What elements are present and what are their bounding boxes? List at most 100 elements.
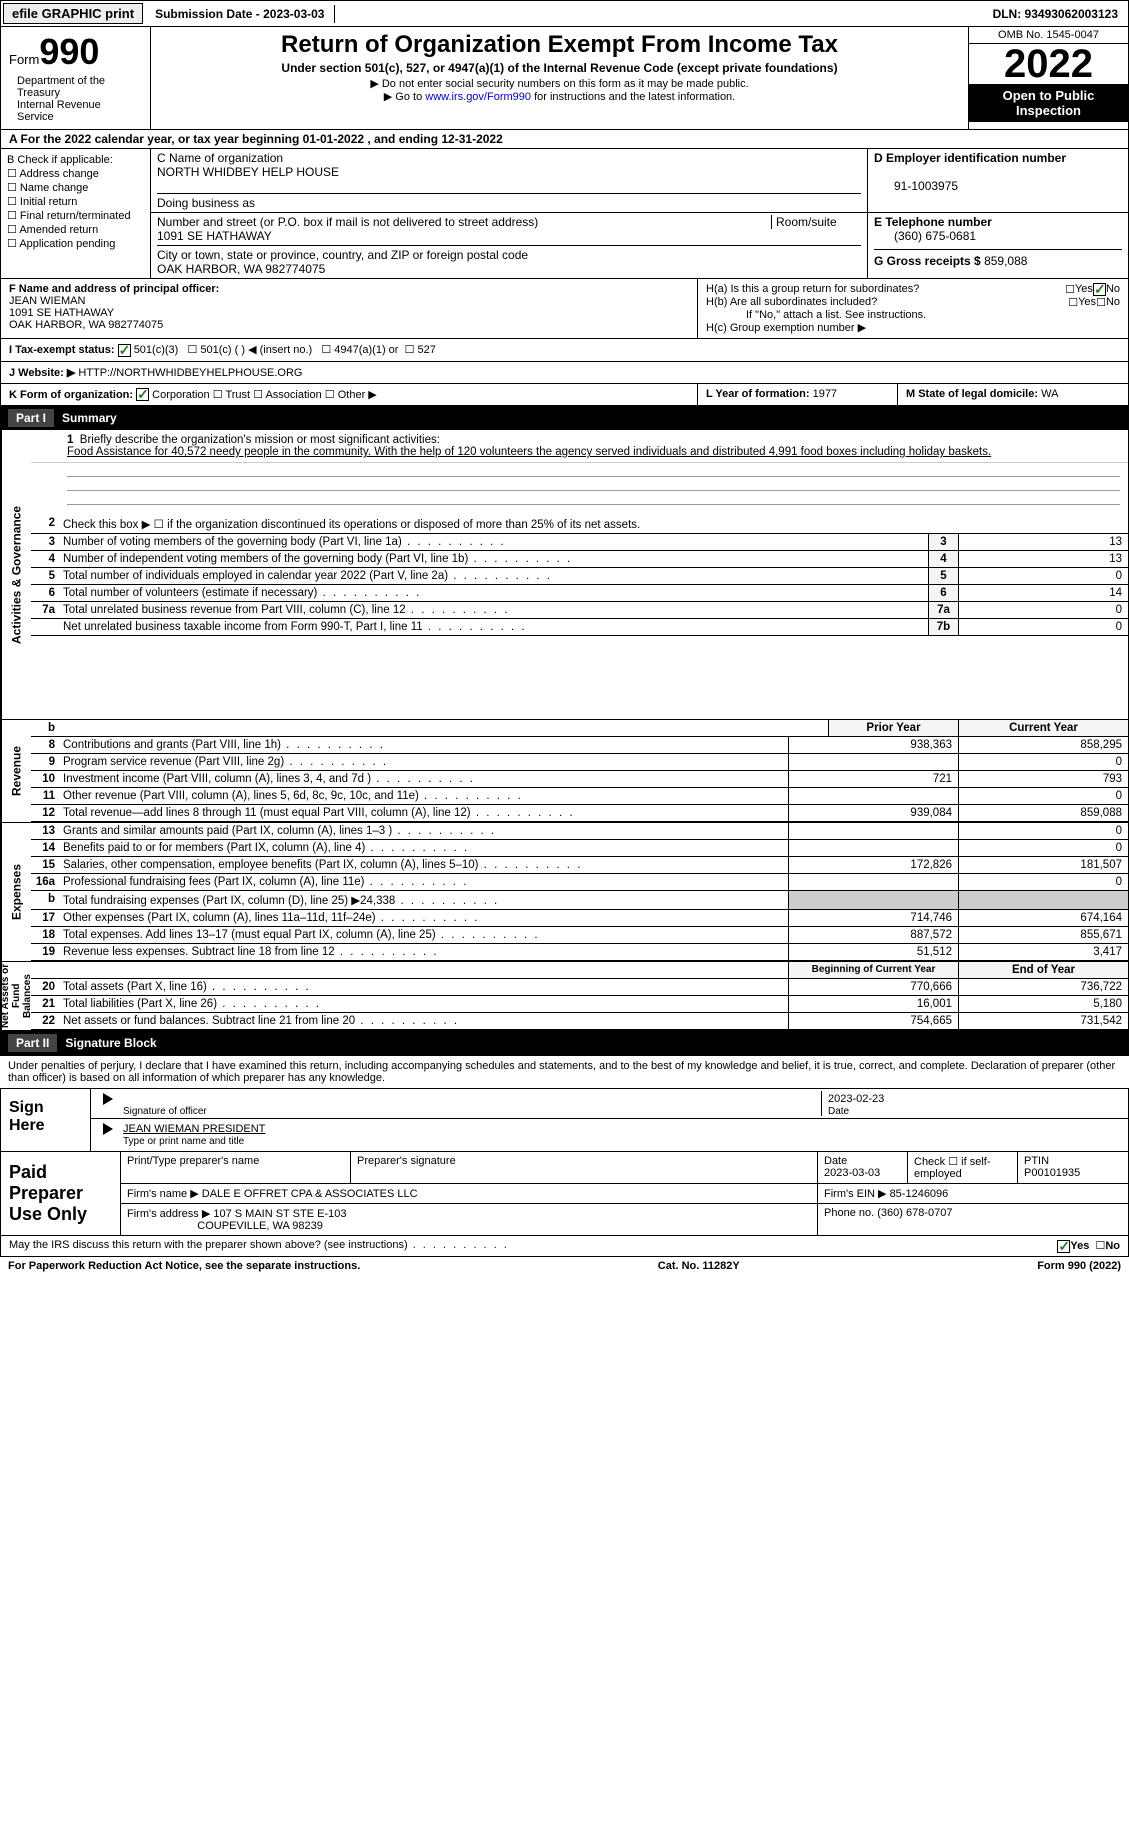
firm-addr: 107 S MAIN ST STE E-103 [213, 1208, 346, 1220]
discuss-q: May the IRS discuss this return with the… [9, 1239, 509, 1253]
527: 527 [418, 344, 436, 356]
prep-sig-lbl: Preparer's signature [351, 1152, 818, 1183]
chk-initial[interactable]: ☐ Initial return [7, 195, 144, 208]
addr-lbl: Number and street (or P.O. box if mail i… [157, 215, 771, 229]
subtitle: Under section 501(c), 527, or 4947(a)(1)… [155, 61, 964, 75]
form-org-lbl: K Form of organization: [9, 389, 133, 401]
discuss-no: No [1105, 1240, 1120, 1252]
hb-no[interactable]: No [1106, 296, 1120, 309]
firm-phone-lbl: Phone no. [824, 1207, 874, 1219]
org-name-lbl: C Name of organization [157, 151, 283, 165]
sign-here-block: Sign Here Signature of officer 2023-02-2… [0, 1088, 1129, 1152]
open-inspection: Open to Public Inspection [969, 84, 1128, 122]
ein-cell: D Employer identification number 91-1003… [868, 149, 1128, 212]
phone: (360) 675-0681 [874, 229, 976, 243]
officer-name: JEAN WIEMAN [9, 295, 85, 307]
summary-expenses: Expenses 13Grants and similar amounts pa… [0, 823, 1129, 962]
sig-officer-lbl: Signature of officer [123, 1106, 207, 1117]
city-lbl: City or town, state or province, country… [157, 248, 528, 262]
sign-here: Sign Here [1, 1089, 91, 1151]
firm-name: DALE E OFFRET CPA & ASSOCIATES LLC [202, 1188, 418, 1200]
officer-lbl: F Name and address of principal officer: [9, 283, 219, 295]
year-formation: L Year of formation: 1977 [698, 384, 898, 406]
ha-q: H(a) Is this a group return for subordin… [706, 283, 1065, 296]
chk-pending[interactable]: ☐ Application pending [7, 237, 144, 250]
form-label: Form [9, 52, 39, 67]
discuss-yes-chk[interactable] [1057, 1240, 1070, 1253]
irs-link[interactable]: www.irs.gov/Form990 [425, 91, 531, 103]
state-domicile: M State of legal domicile: WA [898, 384, 1128, 406]
firm-addr2: COUPEVILLE, WA 98239 [197, 1220, 323, 1232]
part1-num: Part I [8, 409, 54, 427]
paid-preparer-block: Paid Preparer Use Only Print/Type prepar… [0, 1152, 1129, 1236]
ha-no-chk[interactable] [1093, 283, 1106, 296]
self-emp[interactable]: Check ☐ if self-employed [908, 1152, 1018, 1183]
row-fgh: F Name and address of principal officer:… [0, 279, 1129, 339]
tab-expenses: Expenses [1, 823, 31, 961]
phone-cell: E Telephone number (360) 675-0681 G Gros… [868, 213, 1128, 278]
chk-corp[interactable] [136, 388, 149, 401]
gross-lbl: G Gross receipts $ [874, 254, 981, 268]
firm-addr-lbl: Firm's address ▶ [127, 1208, 210, 1220]
row-j: J Website: ▶ HTTP://NORTHWHIDBEYHELPHOUS… [0, 362, 1129, 384]
addr-cell: Number and street (or P.O. box if mail i… [151, 213, 868, 278]
efile-btn[interactable]: efile GRAPHIC print [3, 3, 143, 24]
ptin-lbl: PTIN [1024, 1155, 1049, 1167]
group-return-cell: H(a) Is this a group return for subordin… [698, 279, 1128, 338]
hc: H(c) Group exemption number ▶ [706, 321, 1120, 334]
footer: For Paperwork Reduction Act Notice, see … [0, 1257, 1129, 1275]
top-bar: efile GRAPHIC print Submission Date - 20… [0, 0, 1129, 27]
ptin: P00101935 [1024, 1167, 1080, 1179]
prep-name-lbl: Print/Type preparer's name [121, 1152, 351, 1183]
ha-no: No [1106, 283, 1120, 296]
col-cde: C Name of organization NORTH WHIDBEY HEL… [151, 149, 1128, 278]
arrow-icon [103, 1123, 113, 1135]
chk-address[interactable]: ☐ Address change [7, 167, 144, 180]
row-a: A For the 2022 calendar year, or tax yea… [0, 130, 1129, 149]
goto-post: for instructions and the latest informat… [531, 91, 735, 103]
header-mid: Return of Organization Exempt From Incom… [151, 27, 968, 129]
officer-addr1: 1091 SE HATHAWAY [9, 307, 114, 319]
prep-date: 2023-03-03 [824, 1167, 880, 1179]
header: Form990 Department of the Treasury Inter… [0, 27, 1129, 130]
website: HTTP://NORTHWHIDBEYHELPHOUSE.ORG [78, 367, 302, 379]
phone-lbl: E Telephone number [874, 215, 992, 229]
firm-lbl: Firm's name ▶ [127, 1188, 199, 1200]
part2-title: Signature Block [65, 1036, 156, 1050]
calendar-year: A For the 2022 calendar year, or tax yea… [9, 132, 503, 146]
chk-name[interactable]: ☐ Name change [7, 181, 144, 194]
ha-yes[interactable]: Yes [1075, 283, 1093, 296]
main-grid: B Check if applicable: ☐ Address change … [0, 149, 1129, 279]
header-right: OMB No. 1545-0047 2022 Open to Public In… [968, 27, 1128, 129]
row-i: I Tax-exempt status: 501(c)(3) ☐ 501(c) … [0, 339, 1129, 362]
part2-num: Part II [8, 1034, 57, 1052]
chk-amended[interactable]: ☐ Amended return [7, 223, 144, 236]
goto-pre: ▶ Go to [384, 91, 425, 103]
dept: Department of the Treasury Internal Reve… [9, 73, 142, 125]
firm-phone: (360) 678-0707 [877, 1207, 952, 1219]
501c: 501(c) ( ) ◀ (insert no.) [200, 344, 312, 356]
city: OAK HARBOR, WA 982774075 [157, 262, 325, 276]
date-lbl: Date [828, 1106, 849, 1117]
pra-notice: For Paperwork Reduction Act Notice, see … [8, 1260, 360, 1272]
firm-ein-lbl: Firm's EIN ▶ [824, 1188, 887, 1200]
street: 1091 SE HATHAWAY [157, 229, 272, 243]
beg-year: Beginning of Current Year [788, 962, 958, 978]
chk-final[interactable]: ☐ Final return/terminated [7, 209, 144, 222]
end-year: End of Year [958, 962, 1128, 978]
paid-prep-lbl: Paid Preparer Use Only [1, 1152, 121, 1235]
blank1 [67, 463, 1120, 477]
cat-no: Cat. No. 11282Y [658, 1260, 740, 1272]
website-lbl: J Website: ▶ [9, 367, 75, 379]
prior-year: Prior Year [828, 720, 958, 736]
form-org: K Form of organization: Corporation ☐ Tr… [1, 384, 698, 406]
note1: ▶ Do not enter social security numbers o… [155, 77, 964, 90]
tab-revenue: Revenue [1, 720, 31, 822]
chk-501c3[interactable] [118, 344, 131, 357]
line2: Check this box ▶ ☐ if the organization d… [59, 515, 1128, 533]
col-b-header: B Check if applicable: [7, 154, 144, 166]
summary-netassets: Net Assets or Fund Balances Beginning of… [0, 962, 1129, 1031]
officer-cell: F Name and address of principal officer:… [1, 279, 698, 338]
form-990: 990 [39, 31, 99, 72]
ein: 91-1003975 [874, 179, 958, 193]
